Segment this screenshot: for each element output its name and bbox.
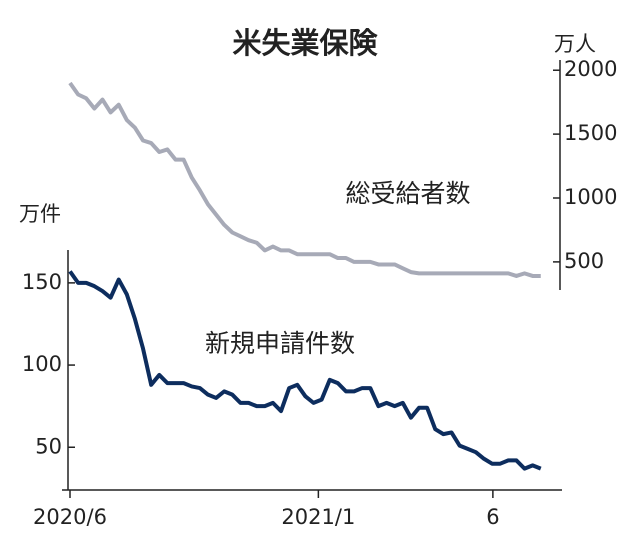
y-tick-label: 500 bbox=[564, 249, 604, 273]
annotation: 新規申請件数 bbox=[205, 329, 355, 358]
annotation: 総受給者数 bbox=[345, 179, 470, 208]
chart-title: 米失業保険 bbox=[232, 26, 378, 60]
y-tick-label: 150 bbox=[22, 270, 62, 294]
y-axis-label: 万人 bbox=[554, 32, 596, 56]
y-tick-label: 100 bbox=[22, 352, 62, 376]
x-tick-label: 2021/1 bbox=[281, 505, 355, 529]
x-tick-label: 2020/6 bbox=[33, 505, 107, 529]
y-axis-label: 万件 bbox=[19, 202, 61, 226]
line-series bbox=[68, 270, 542, 471]
x-tick-label: 6 bbox=[486, 505, 499, 529]
y-tick-label: 50 bbox=[35, 434, 62, 458]
y-tick-label: 2000 bbox=[564, 57, 617, 81]
line-series bbox=[68, 81, 541, 278]
y-tick-label: 1500 bbox=[564, 121, 617, 145]
y-tick-label: 1000 bbox=[564, 185, 617, 209]
